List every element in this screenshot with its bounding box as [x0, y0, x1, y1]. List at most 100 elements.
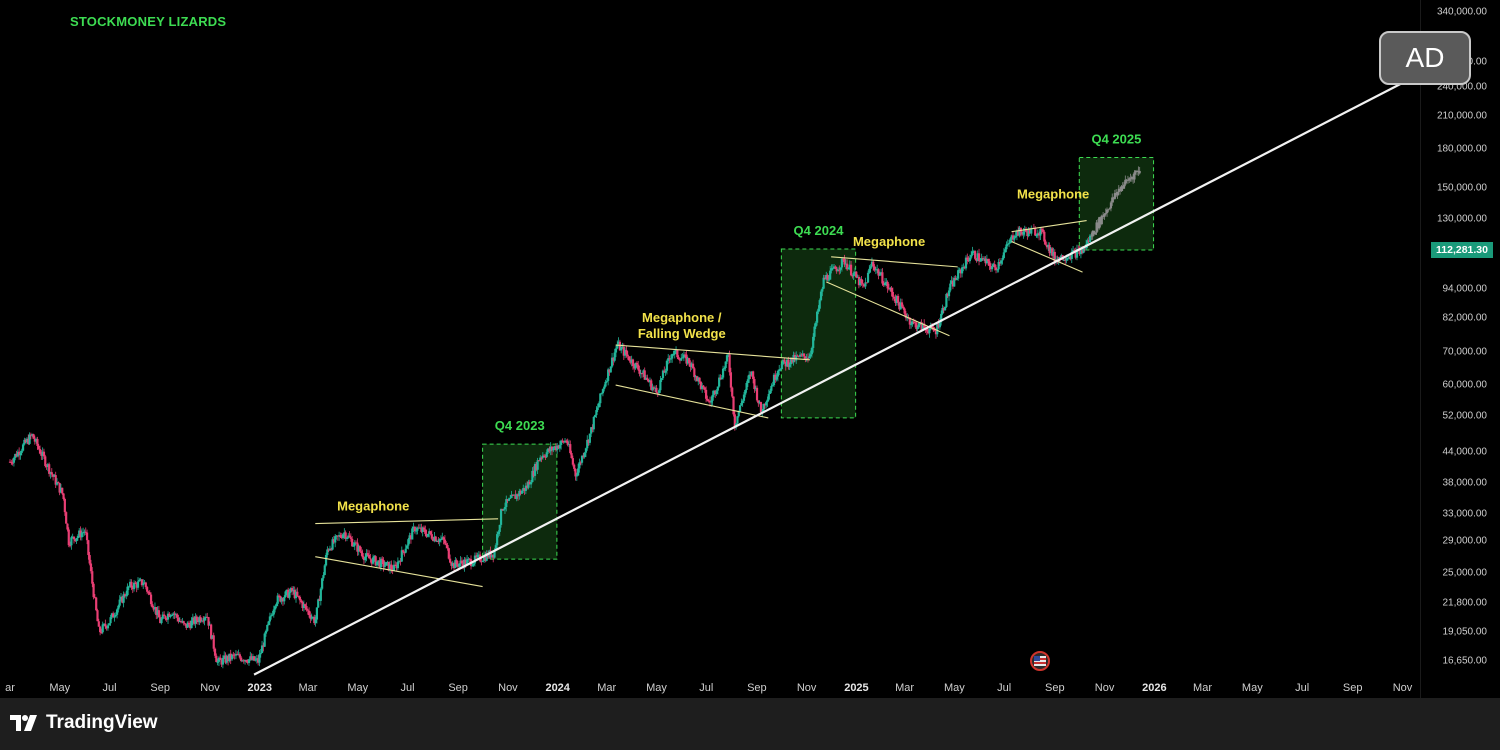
candle-body [721, 368, 725, 378]
candle-body [481, 560, 484, 562]
tradingview-logo[interactable]: TradingView [10, 712, 158, 734]
candle-body [991, 266, 994, 270]
pattern-trendline[interactable] [1011, 220, 1087, 233]
support-trendline[interactable] [253, 73, 1419, 676]
candle-body [936, 323, 939, 335]
candle-body [731, 387, 734, 397]
candle-body [430, 534, 433, 539]
candle-body [391, 569, 394, 571]
pattern-trendline[interactable] [315, 556, 483, 588]
time-tick-year: 2023 [247, 682, 273, 694]
candle-body [268, 616, 271, 622]
candle-body [906, 317, 909, 319]
price-tick-label: 44,000.00 [1442, 446, 1488, 458]
pattern-trendline[interactable] [831, 256, 958, 268]
candle-body [203, 617, 206, 621]
candle-body [767, 393, 770, 400]
candle-body [989, 265, 992, 270]
candle-body [967, 259, 970, 262]
candle-body [600, 393, 603, 395]
candle-body [314, 619, 317, 624]
candle-body [68, 545, 72, 547]
candle-body [304, 604, 307, 607]
candle-body [260, 645, 264, 654]
candle-body [484, 555, 487, 561]
candle-body [492, 554, 495, 558]
candle-body [667, 358, 670, 361]
candle-body [365, 553, 368, 557]
candle-body [818, 300, 821, 309]
candle-body [105, 626, 108, 629]
time-tick-label: ar [5, 682, 15, 694]
candle-body [238, 654, 241, 658]
candle-body [669, 358, 672, 360]
candle-body [65, 512, 68, 524]
candle-body [691, 363, 695, 369]
candle-body [221, 657, 224, 665]
candle-body [622, 346, 625, 356]
candle-body [1044, 241, 1047, 245]
candle-body [118, 599, 121, 606]
pattern-trendline[interactable] [615, 384, 769, 419]
chart-area[interactable]: Q4 2023 Q4 2024 Q4 2025 Megaphone Megaphone … [0, 0, 1420, 698]
candle-body [566, 441, 569, 445]
time-axis[interactable]: ar May Jul Sep Nov 2023 Mar May Jul Sep Nov 2024 Mar… [0, 676, 1420, 698]
candle-body [749, 374, 752, 376]
candle-body [1035, 235, 1038, 237]
candle-body [579, 462, 582, 464]
candle-body [21, 444, 25, 451]
candle-body [418, 527, 422, 529]
candle-body [771, 385, 774, 387]
candle-body [14, 453, 17, 458]
candle-body [85, 532, 89, 541]
price-chart[interactable]: Q4 2023 Q4 2024 Q4 2025 Megaphone Megaphone … [0, 0, 1420, 676]
candle-body [187, 622, 191, 625]
pattern-trendline[interactable] [315, 518, 499, 525]
candle-body [963, 267, 966, 269]
candle-body [186, 622, 189, 628]
candle-body [279, 596, 282, 602]
candle-body [349, 537, 352, 539]
candle-body [877, 269, 880, 276]
candle-body [896, 295, 900, 303]
candle-body [27, 438, 30, 444]
ad-badge[interactable]: AD [1379, 31, 1471, 85]
time-tick-label: Mar [1193, 682, 1213, 694]
q4-boxes [482, 157, 1155, 560]
candle-body [307, 610, 311, 616]
candle-body [357, 546, 360, 552]
candle-body [1036, 233, 1039, 236]
price-tick-label: 240,000.00 [1436, 81, 1487, 93]
candle-body [477, 554, 480, 556]
candle-body [247, 659, 251, 663]
candle-body [193, 617, 196, 624]
candle-body [750, 371, 753, 376]
candle-body [809, 354, 812, 357]
time-tick-label: Jul [997, 682, 1012, 694]
candle-body [54, 475, 57, 485]
candle-body [618, 341, 621, 351]
us-flag-event-icon[interactable] [1030, 651, 1050, 671]
candle-body [829, 270, 832, 280]
candle-body [206, 616, 209, 618]
candle-body [842, 258, 845, 260]
quarter-label: Q4 2024 [794, 223, 845, 238]
candle-body [783, 359, 786, 362]
candle-body [305, 606, 308, 610]
candle-body [31, 434, 34, 436]
pattern-trendline[interactable] [1011, 241, 1083, 273]
pattern-trendline[interactable] [615, 344, 810, 361]
candle-body [676, 350, 679, 358]
candle-body [582, 455, 585, 458]
candle-body [994, 267, 998, 271]
candle-body [452, 563, 456, 569]
candle-body [852, 273, 855, 277]
candle-body [625, 349, 628, 355]
candle-body [507, 498, 510, 501]
candle-body [1109, 202, 1113, 209]
candle-body [169, 615, 172, 617]
candle-body [741, 400, 744, 404]
candle-body [574, 468, 577, 477]
candle-body [697, 377, 700, 381]
price-axis[interactable]: 340,000.00270,000.00240,000.00210,000.00… [1420, 0, 1500, 698]
